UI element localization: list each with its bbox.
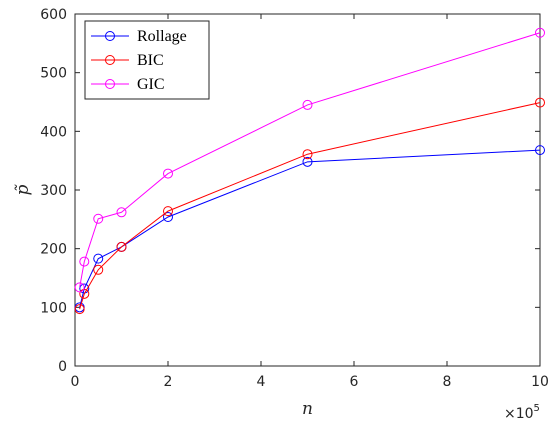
data-point-bic xyxy=(93,264,104,275)
data-point-gic xyxy=(93,213,104,224)
data-point-rollage xyxy=(93,253,104,264)
x-axis-label: n xyxy=(302,399,313,419)
y-tick-label: 200 xyxy=(40,242,67,258)
data-point-gic xyxy=(74,282,85,293)
data-point-bic xyxy=(116,241,127,252)
data-point-bic xyxy=(302,149,313,160)
legend-swatch-marker xyxy=(105,31,115,41)
x-axis-multiplier-base: ×10 xyxy=(504,406,534,422)
legend-item-gic: GIC xyxy=(91,76,165,93)
series-gic xyxy=(74,27,545,293)
y-tick-label: 100 xyxy=(40,300,67,316)
legend-label: BIC xyxy=(137,52,164,69)
legend-label: GIC xyxy=(137,76,165,93)
data-point-gic xyxy=(302,99,313,110)
legend-item-bic: BIC xyxy=(91,52,164,69)
x-tick-label: 6 xyxy=(350,374,359,390)
data-point-bic xyxy=(79,288,90,299)
x-tick-label: 10 xyxy=(531,374,549,390)
y-tick-label: 600 xyxy=(40,7,67,23)
x-tick-label: 8 xyxy=(443,374,452,390)
y-tick-label: 400 xyxy=(40,124,67,140)
data-point-gic xyxy=(116,207,127,218)
data-point-bic xyxy=(74,304,85,315)
data-point-rollage xyxy=(302,156,313,167)
legend-item-rollage: Rollage xyxy=(91,28,187,45)
series-bic xyxy=(74,97,545,315)
legend-swatch-marker xyxy=(105,79,115,89)
y-tick-label: 500 xyxy=(40,66,67,82)
data-point-rollage xyxy=(163,211,173,222)
x-axis-multiplier: ×105 xyxy=(504,403,540,422)
series-line-gic xyxy=(79,32,541,288)
data-point-bic xyxy=(163,206,173,217)
x-tick-label: 4 xyxy=(257,374,266,390)
legend-swatch-marker xyxy=(105,55,115,65)
data-point-gic xyxy=(535,27,545,38)
legend-label: Rollage xyxy=(137,28,187,45)
x-tick-label: 0 xyxy=(71,374,80,390)
legend: Rollage BIC GIC xyxy=(84,20,210,100)
data-point-rollage xyxy=(535,145,545,156)
data-point-gic xyxy=(79,256,90,267)
x-tick-label: 2 xyxy=(164,374,173,390)
y-tick-label: 300 xyxy=(40,183,67,199)
data-point-gic xyxy=(163,168,173,179)
y-axis-label: p̃ xyxy=(13,184,33,195)
y-tick-label: 0 xyxy=(58,359,67,375)
series-group xyxy=(74,27,545,315)
series-line-bic xyxy=(79,102,541,310)
x-axis-multiplier-exponent: 5 xyxy=(534,403,540,414)
data-point-bic xyxy=(535,97,545,108)
